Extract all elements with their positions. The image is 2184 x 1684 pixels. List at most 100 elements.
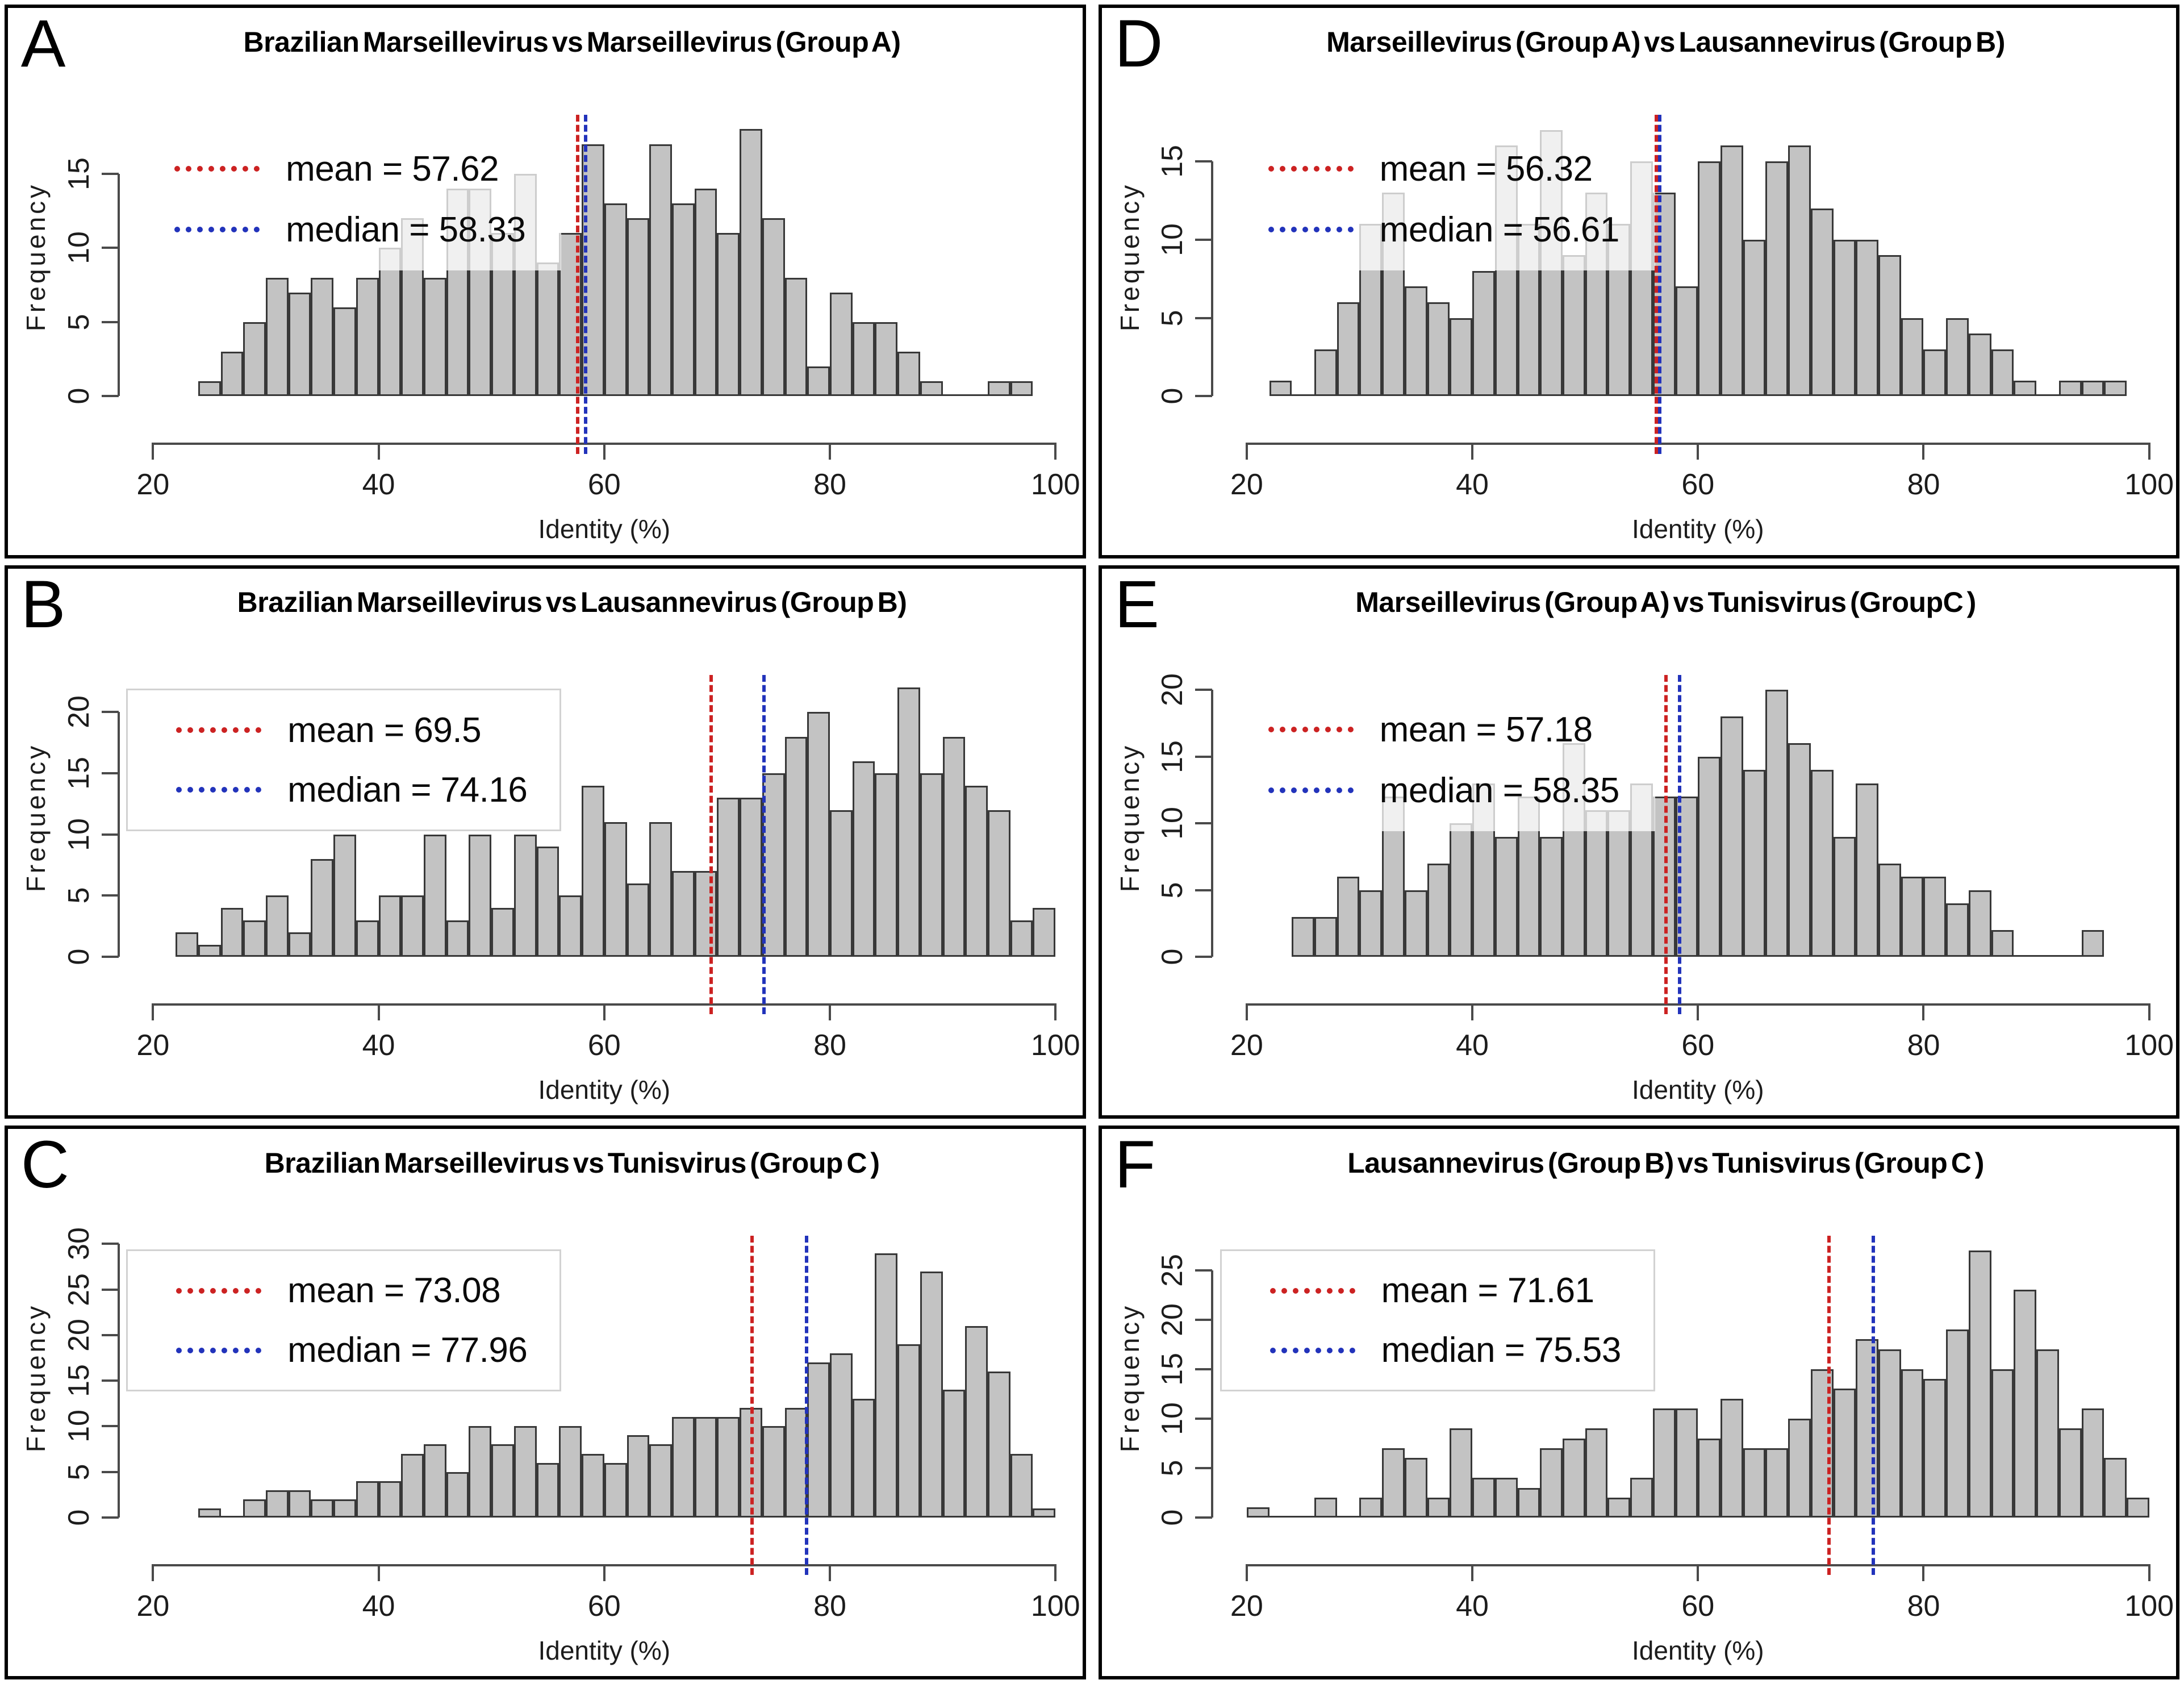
plot-area: 0 5 10 15 20 Frequency mean = 69.5 median = 74.… [8,569,1083,1116]
x-tick-mark [828,1564,831,1581]
x-tick-label: 40 [1456,1589,1489,1623]
legend-row-mean: mean = 73.08 [176,1270,559,1311]
histogram-bar [1450,823,1473,957]
x-axis-label: Identity (%) [538,1635,671,1665]
histogram-bar [491,908,514,957]
y-tick-label: 10 [1156,1402,1189,1435]
x-axis-label: Identity (%) [1631,1635,1764,1665]
histogram-bar [1698,1438,1721,1518]
histogram-bar [1901,318,1924,397]
legend-box: mean = 69.5 median = 74.16 [126,689,562,831]
histogram-bar [1743,239,1766,397]
panel-letter: E [1114,566,1159,642]
histogram-bar [1585,1428,1608,1518]
histogram-bar [1427,863,1450,957]
histogram-bar [1923,1379,1947,1518]
histogram-bar [1833,239,1856,397]
x-axis-label: Identity (%) [1631,1075,1764,1105]
legend-row-mean: mean = 56.32 [1268,149,1655,189]
histogram-bar [1698,161,1721,397]
histogram-bar [1788,1418,1811,1518]
histogram-bar [1991,930,2014,957]
histogram-bar [784,736,808,957]
y-tick-label: 0 [1156,1509,1189,1526]
x-tick-mark [1922,1003,1925,1020]
histogram-bar [604,822,627,957]
histogram-bar [1427,1498,1450,1518]
histogram-bar [1991,1369,2014,1518]
histogram-bar [920,381,943,397]
histogram-bar [1878,863,1901,957]
histogram-bar [1337,302,1360,397]
histogram-bar [807,712,830,957]
x-tick-mark [377,1564,380,1581]
y-tick-label: 15 [1156,1352,1189,1386]
median-label: median = 56.61 [1379,210,1620,249]
x-tick-mark [1245,1003,1248,1020]
y-axis-label: Frequency [1114,743,1145,892]
histogram-bar [627,883,650,957]
histogram-bar [1946,318,1969,397]
histogram-bar [807,366,830,397]
x-tick-mark [603,443,605,460]
x-tick-label: 20 [136,468,170,502]
mean-label: mean = 73.08 [287,1271,501,1311]
histogram-bar [311,858,334,957]
x-tick-mark [152,1003,154,1020]
x-tick-mark [377,443,380,460]
x-axis-label: Identity (%) [538,514,671,544]
median-line [1657,114,1661,454]
y-tick-mark [101,1516,119,1519]
histogram-bar [1033,908,1056,957]
x-tick-label: 60 [587,1028,621,1062]
x-tick-mark [2148,1003,2150,1020]
histogram-bar [717,1417,740,1518]
histogram-bar [627,218,650,397]
histogram-bar [378,1481,402,1518]
histogram-bar [378,895,402,957]
y-axis-label: Frequency [21,743,51,892]
panel-letter: F [1114,1127,1156,1203]
histogram-bar [1810,208,1834,397]
y-tick-mark [101,833,119,836]
panel-D: D Marseillevirus (Group A) vs Lausannevir… [1098,5,2179,558]
histogram-bar [627,1435,650,1518]
histogram-bar [1765,161,1789,397]
mean-line [750,1236,754,1575]
histogram-bar [1562,1438,1585,1518]
histogram-bar [401,895,424,957]
y-tick-mark [101,1333,119,1336]
panel-letter: B [20,566,66,642]
histogram-bar [1540,836,1563,957]
histogram-bar [1314,916,1337,957]
histogram-bar [1833,1389,1856,1518]
plot-area: 0 5 10 15 Frequency mean = 56.32 median = 56.6… [1102,8,2177,555]
y-tick-mark [101,894,119,897]
histogram-bar [875,322,898,397]
histogram-bar [1968,1250,1991,1518]
histogram-bar [1901,1369,1924,1518]
histogram-bar [424,834,446,957]
y-axis-label: Frequency [1114,182,1145,332]
median-line [762,675,766,1015]
histogram-bar [988,381,1010,397]
y-axis-label: Frequency [1114,1303,1145,1453]
mean-dash-swatch [1270,1287,1355,1294]
histogram-bar [965,785,988,957]
panel-letter: A [20,6,66,81]
histogram-bar [1585,810,1608,957]
median-line [1677,675,1681,1015]
histogram-bar [265,1490,289,1518]
median-label: median = 77.96 [287,1331,528,1370]
plot-area: 0 5 10 15 20 Frequency mean = 57.18 median = 58… [1102,569,2177,1116]
histogram-bar [559,1426,582,1518]
y-tick-mark [1195,755,1213,758]
histogram-baseline [1269,394,2127,397]
histogram-bar [897,687,920,957]
y-tick-label: 0 [62,948,95,965]
histogram-bar [1788,145,1811,397]
histogram-bar [1427,302,1450,397]
histogram-bar [1946,1329,1969,1518]
histogram-bar [717,798,740,957]
